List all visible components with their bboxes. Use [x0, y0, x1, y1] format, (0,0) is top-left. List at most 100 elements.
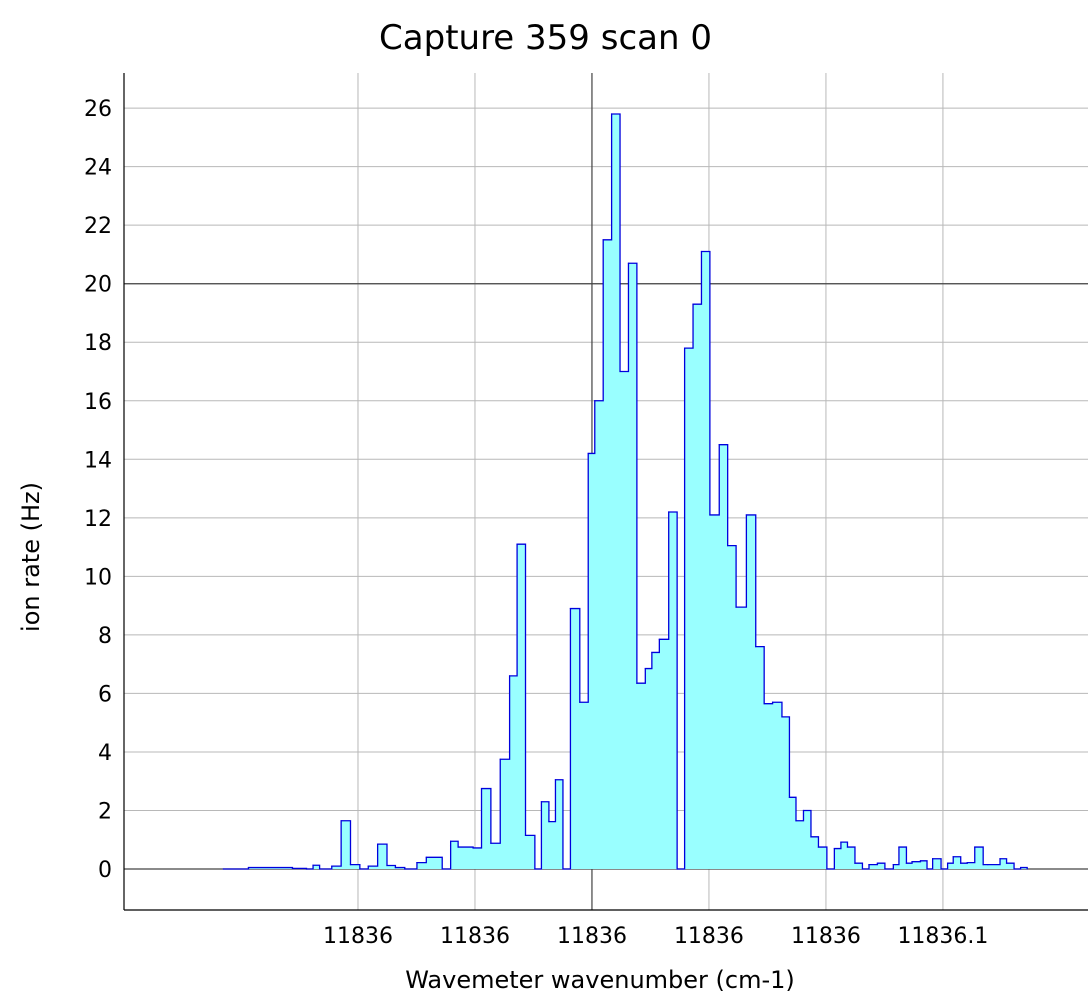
data-point — [892, 864, 894, 866]
y-tick-label: 22 — [84, 214, 112, 239]
data-point — [911, 861, 913, 863]
data-point — [999, 858, 1001, 860]
data-point — [795, 820, 797, 822]
data-point — [516, 543, 518, 545]
data-point — [349, 864, 352, 866]
data-point — [377, 843, 379, 845]
data-point — [840, 841, 842, 843]
data-point — [509, 675, 511, 677]
data-point — [676, 868, 678, 870]
data-point — [1026, 868, 1028, 870]
y-tick-label: 20 — [84, 273, 112, 298]
data-point — [611, 113, 613, 115]
data-point — [745, 514, 747, 516]
y-tick-label: 2 — [98, 799, 112, 824]
data-point — [651, 651, 653, 654]
data-point — [305, 868, 308, 870]
data-point — [771, 701, 774, 703]
data-point — [340, 820, 342, 822]
data-point — [692, 303, 694, 305]
y-tick-label: 14 — [84, 448, 112, 473]
data-point — [876, 862, 879, 864]
data-point — [684, 347, 686, 349]
data-point — [960, 862, 962, 864]
data-point — [587, 452, 589, 455]
data-point — [755, 646, 757, 648]
x-tick-label: 11836 — [323, 924, 393, 949]
data-point — [668, 511, 670, 513]
data-point — [846, 846, 849, 848]
y-tick-label: 18 — [84, 331, 112, 356]
data-point — [540, 801, 543, 803]
data-point — [569, 607, 572, 610]
data-point — [441, 868, 443, 870]
data-point — [524, 834, 527, 836]
data-point — [735, 606, 737, 608]
y-tick-label: 6 — [98, 682, 112, 707]
data-point — [658, 638, 660, 640]
data-point — [416, 861, 418, 864]
data-point — [425, 856, 427, 858]
y-tick-label: 10 — [84, 565, 112, 590]
data-point — [982, 864, 984, 866]
data-point — [905, 862, 908, 864]
data-point — [940, 868, 942, 870]
data-point — [947, 862, 949, 864]
data-point — [788, 796, 791, 798]
y-tick-label: 0 — [98, 858, 112, 883]
data-point — [833, 847, 835, 850]
x-tick-label: 11836 — [791, 924, 861, 949]
data-point — [291, 867, 294, 870]
data-point — [861, 868, 864, 870]
data-point — [1005, 862, 1008, 864]
data-point — [700, 250, 703, 253]
data-point — [898, 846, 900, 848]
data-point — [594, 400, 596, 402]
data-point — [966, 861, 968, 864]
series-fill — [223, 113, 1028, 870]
data-point — [548, 821, 550, 823]
y-tick-label: 26 — [84, 97, 112, 122]
data-point — [763, 703, 765, 705]
data-point — [222, 868, 224, 870]
data-point — [987, 864, 989, 866]
data-point — [627, 262, 630, 264]
data-point — [727, 545, 729, 547]
data-point — [854, 862, 856, 864]
data-point — [480, 787, 483, 790]
data-point — [554, 779, 557, 781]
data-point — [386, 864, 388, 867]
data-point — [781, 716, 783, 718]
data-point — [1013, 868, 1015, 870]
data-point — [450, 840, 452, 842]
data-point — [359, 868, 361, 870]
data-point — [884, 868, 886, 870]
series-line — [223, 113, 1028, 870]
data-point — [644, 667, 646, 670]
chart-title: Capture 359 scan 0 — [379, 18, 712, 58]
x-tick-label: 11836.1 — [897, 924, 988, 949]
data-point — [472, 847, 474, 849]
data-point — [394, 866, 397, 869]
data-point — [802, 809, 805, 812]
data-point — [499, 758, 501, 760]
data-point — [932, 858, 934, 860]
data-point — [974, 846, 976, 848]
data-point — [868, 864, 870, 866]
data-point — [457, 846, 459, 848]
data-point — [367, 865, 369, 867]
data-point — [810, 836, 812, 838]
x-tick-label: 11836 — [674, 924, 744, 949]
y-tick-label: 24 — [84, 156, 112, 181]
data-point — [636, 682, 638, 684]
data-point — [1020, 866, 1022, 869]
y-tick-label: 12 — [84, 507, 112, 532]
data-point — [404, 868, 406, 870]
data-point — [562, 868, 564, 870]
data-point — [319, 868, 321, 870]
x-tick-label: 11836 — [557, 924, 627, 949]
data-point — [534, 868, 536, 870]
data-point — [926, 868, 928, 870]
x-tick-label: 11836 — [440, 924, 510, 949]
data-point — [331, 865, 333, 867]
